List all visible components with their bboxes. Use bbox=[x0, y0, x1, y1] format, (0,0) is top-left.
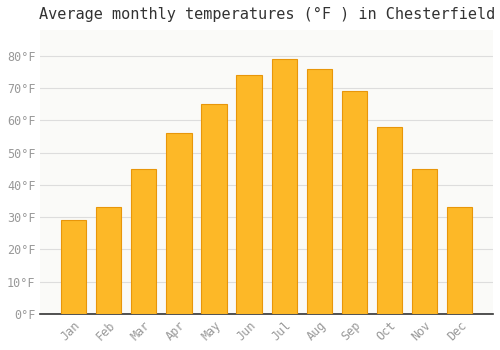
Bar bbox=[236, 75, 262, 314]
Bar bbox=[272, 59, 297, 314]
Bar bbox=[131, 169, 156, 314]
Bar bbox=[342, 91, 367, 314]
Bar bbox=[166, 133, 192, 314]
Bar bbox=[202, 104, 226, 314]
Bar bbox=[96, 208, 122, 314]
Bar bbox=[306, 69, 332, 314]
Title: Average monthly temperatures (°F ) in Chesterfield: Average monthly temperatures (°F ) in Ch… bbox=[38, 7, 495, 22]
Bar bbox=[412, 169, 438, 314]
Bar bbox=[377, 127, 402, 314]
Bar bbox=[61, 220, 86, 314]
Bar bbox=[447, 208, 472, 314]
